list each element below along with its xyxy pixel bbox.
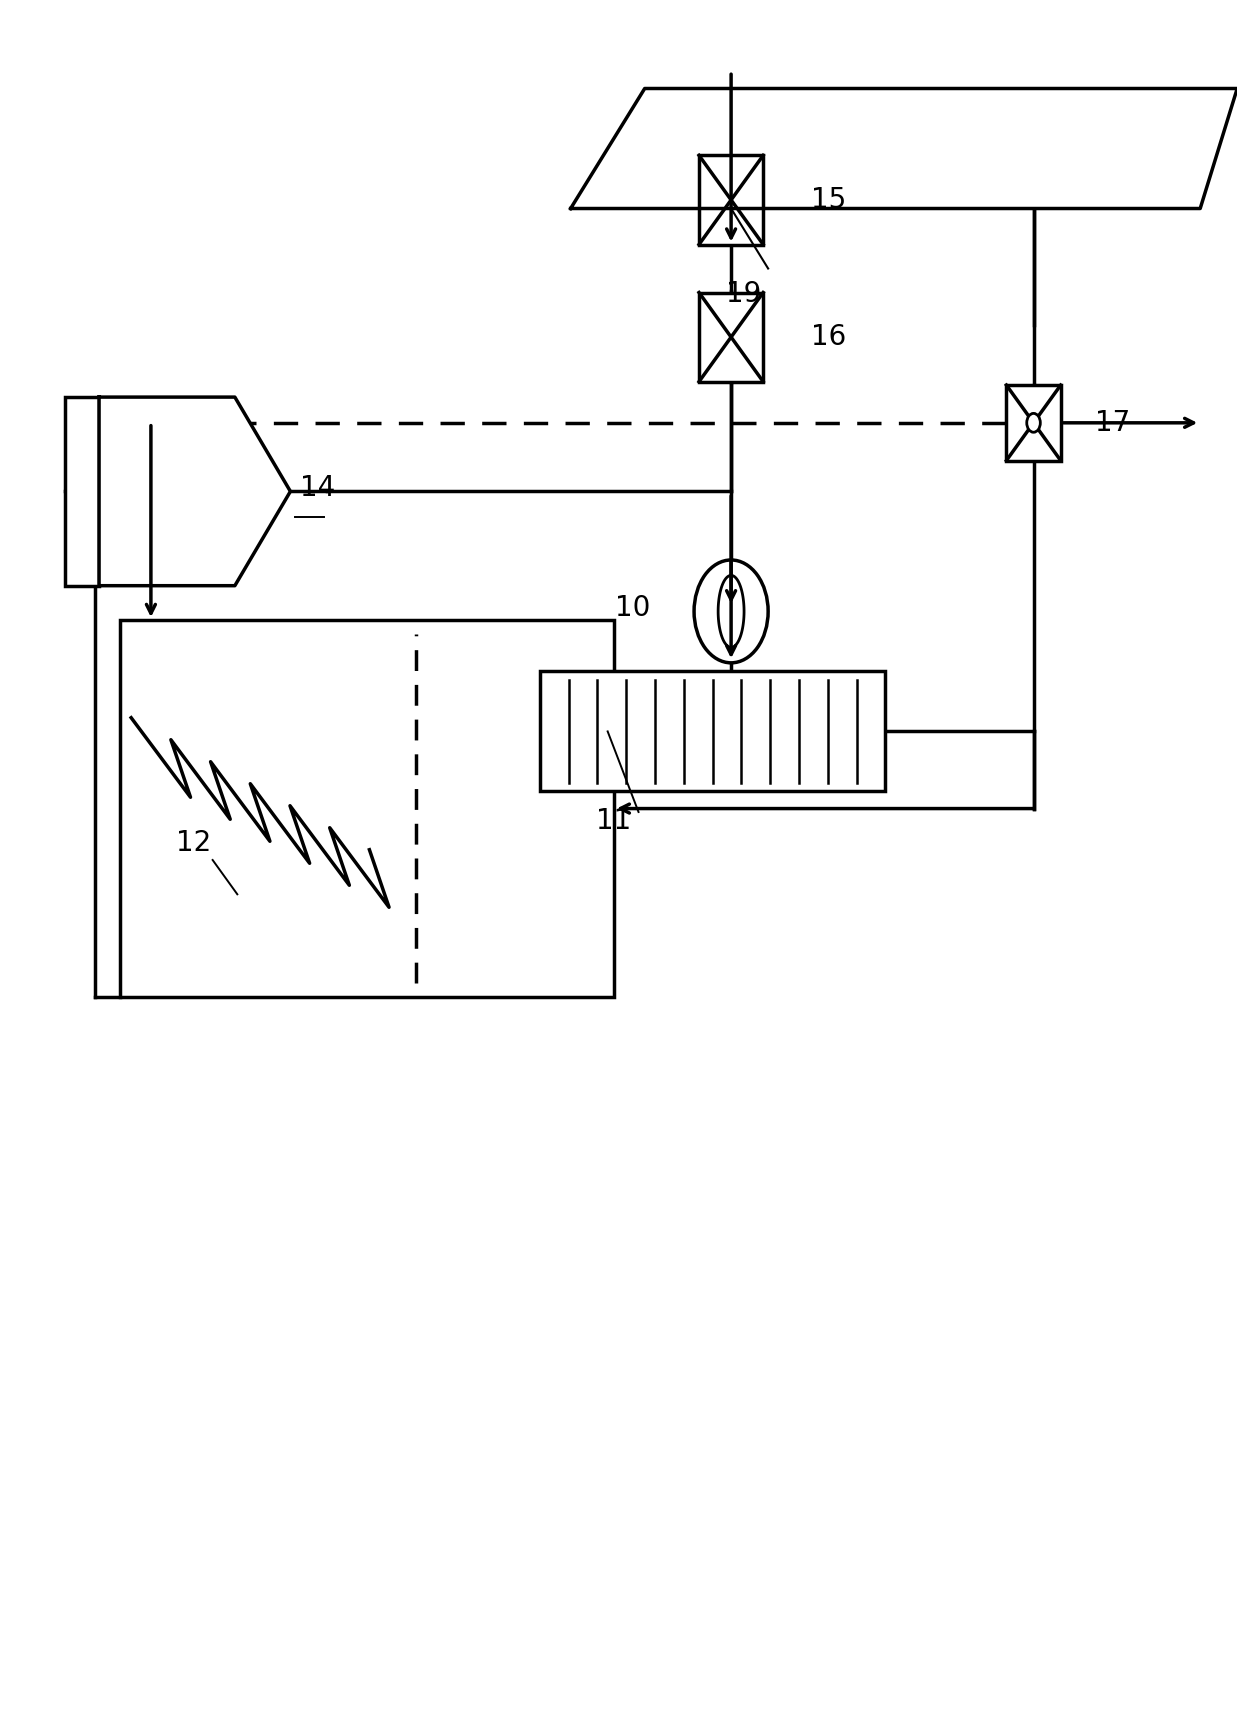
- Bar: [120, 619, 614, 998]
- Bar: [539, 671, 885, 791]
- Text: 12: 12: [176, 829, 212, 857]
- Bar: [1007, 385, 1060, 461]
- Bar: [699, 155, 763, 244]
- Text: 16: 16: [811, 323, 847, 351]
- Circle shape: [1027, 413, 1040, 432]
- Text: 10: 10: [615, 593, 650, 623]
- Text: 11: 11: [596, 807, 631, 834]
- Text: 17: 17: [1095, 409, 1131, 437]
- Text: 14: 14: [300, 475, 335, 502]
- Polygon shape: [99, 397, 290, 587]
- Text: 19: 19: [725, 280, 761, 308]
- Bar: [699, 292, 763, 382]
- Circle shape: [694, 561, 768, 662]
- Bar: [64, 397, 99, 587]
- Text: 15: 15: [811, 186, 847, 213]
- Polygon shape: [570, 88, 1238, 208]
